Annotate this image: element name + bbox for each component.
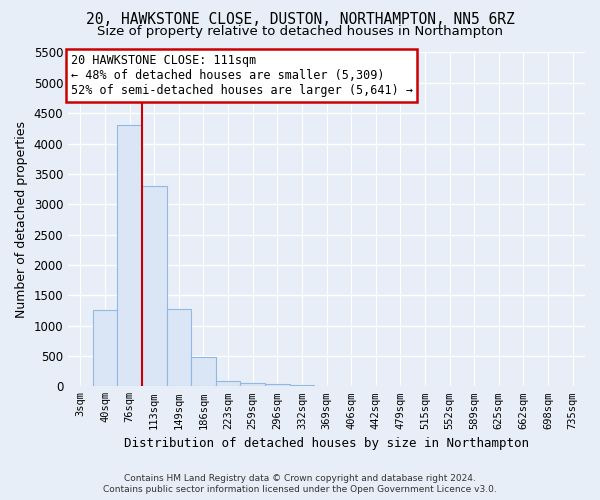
Bar [92, 310, 117, 386]
Bar [290, 385, 314, 386]
Text: 20, HAWKSTONE CLOSE, DUSTON, NORTHAMPTON, NN5 6RZ: 20, HAWKSTONE CLOSE, DUSTON, NORTHAMPTON… [86, 12, 514, 28]
X-axis label: Distribution of detached houses by size in Northampton: Distribution of detached houses by size … [124, 437, 529, 450]
Text: 20 HAWKSTONE CLOSE: 111sqm
← 48% of detached houses are smaller (5,309)
52% of s: 20 HAWKSTONE CLOSE: 111sqm ← 48% of deta… [71, 54, 413, 97]
Text: Contains HM Land Registry data © Crown copyright and database right 2024.
Contai: Contains HM Land Registry data © Crown c… [103, 474, 497, 494]
Bar [142, 186, 167, 386]
Bar [241, 384, 265, 386]
Text: Size of property relative to detached houses in Northampton: Size of property relative to detached ho… [97, 25, 503, 38]
Bar [167, 308, 191, 386]
Y-axis label: Number of detached properties: Number of detached properties [15, 121, 28, 318]
Bar [191, 357, 216, 386]
Bar [117, 126, 142, 386]
Bar [216, 382, 241, 386]
Bar [265, 384, 290, 386]
